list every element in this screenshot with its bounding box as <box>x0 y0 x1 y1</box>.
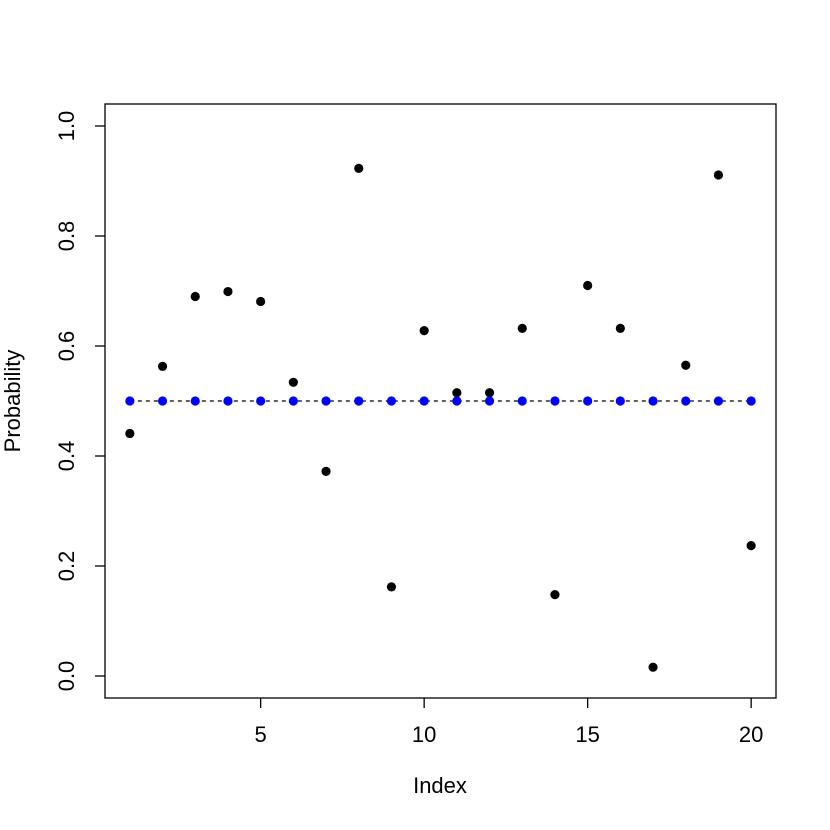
y-tick-label: 0.0 <box>54 661 79 692</box>
x-tick-label: 5 <box>255 722 267 747</box>
x-tick-label: 10 <box>412 722 436 747</box>
point <box>746 541 756 551</box>
point <box>223 396 233 406</box>
y-tick-label: 0.6 <box>54 331 79 362</box>
y-tick-label: 0.8 <box>54 221 79 252</box>
point <box>452 388 462 398</box>
point <box>583 396 593 406</box>
point <box>125 396 135 406</box>
point <box>157 396 168 406</box>
point <box>256 296 266 307</box>
point <box>256 396 266 406</box>
y-axis-label: Probability <box>0 350 25 453</box>
point <box>419 326 429 336</box>
point <box>648 396 658 406</box>
point <box>681 396 691 406</box>
y-tick-label: 1.0 <box>54 111 79 142</box>
plot-frame <box>104 103 777 699</box>
point <box>550 590 560 600</box>
point <box>386 582 397 592</box>
x-axis-label: Index <box>413 773 467 798</box>
point <box>452 396 462 406</box>
point <box>190 396 200 406</box>
point <box>157 361 168 371</box>
point <box>648 662 658 672</box>
point <box>288 396 298 406</box>
point <box>288 377 298 387</box>
point <box>615 396 625 406</box>
point <box>517 396 527 406</box>
point <box>713 396 724 406</box>
point <box>681 360 691 370</box>
point <box>321 396 331 406</box>
point <box>190 291 200 302</box>
point <box>517 323 527 333</box>
point <box>583 280 593 291</box>
point <box>354 163 364 173</box>
point <box>321 466 331 476</box>
x-tick-label: 20 <box>739 722 763 747</box>
point <box>223 286 233 297</box>
point <box>419 396 429 406</box>
point <box>713 170 724 180</box>
point <box>615 323 625 333</box>
point <box>125 428 135 439</box>
y-tick-label: 0.4 <box>54 441 79 472</box>
point <box>354 396 364 406</box>
point <box>386 396 397 406</box>
y-tick-label: 0.2 <box>54 551 79 582</box>
x-tick-label: 15 <box>575 722 599 747</box>
point <box>484 396 495 406</box>
point <box>550 396 560 406</box>
point <box>746 396 756 406</box>
point <box>484 388 495 398</box>
